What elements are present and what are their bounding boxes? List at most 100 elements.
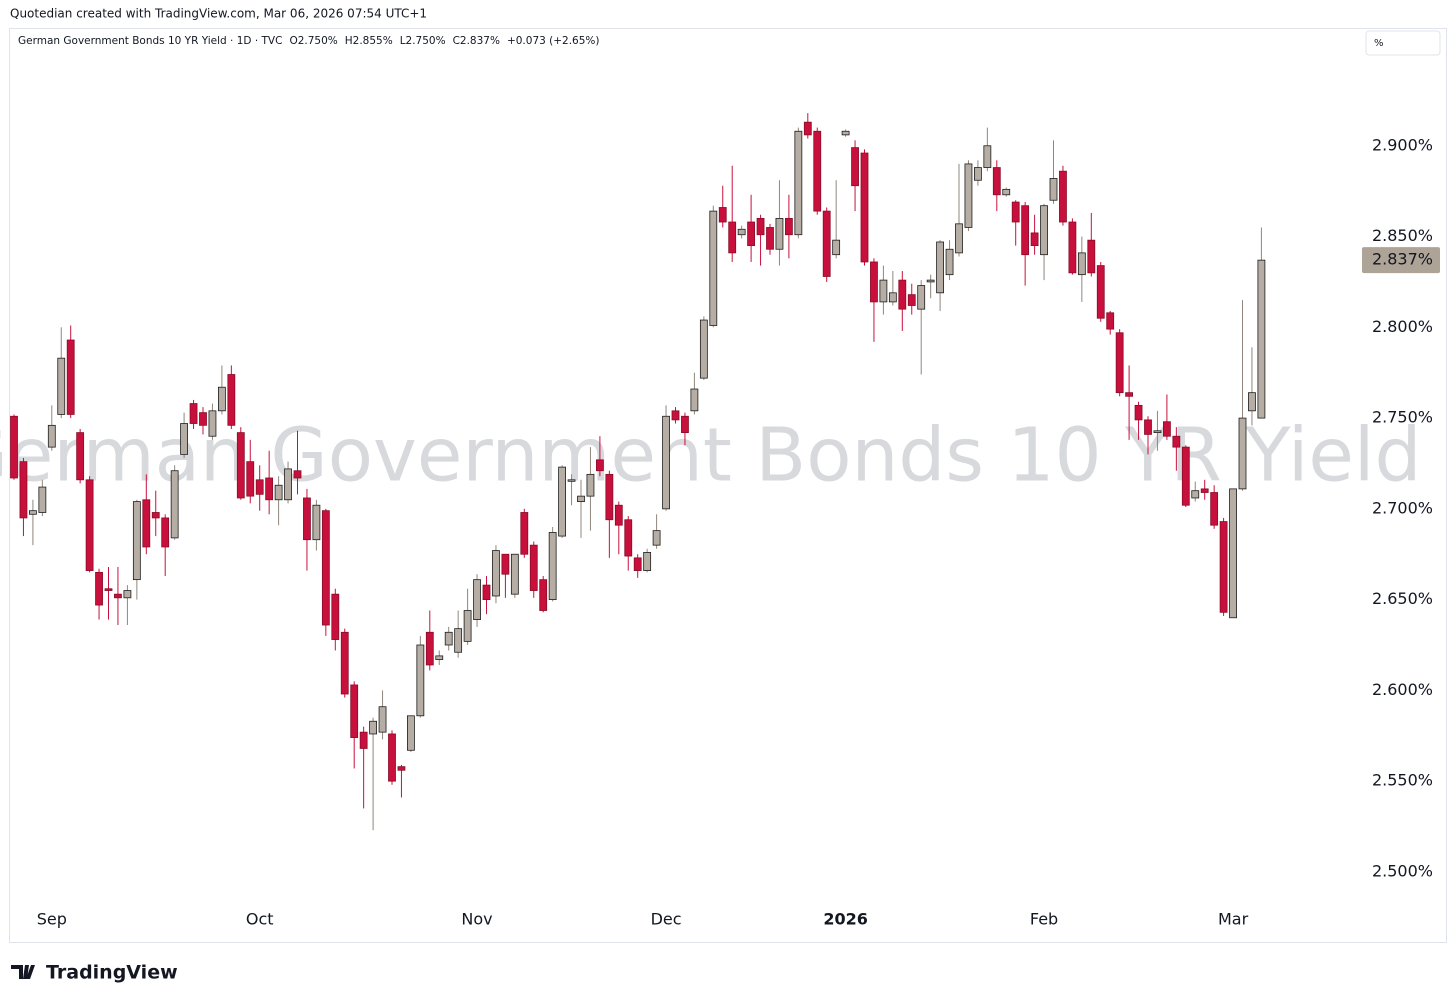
candle-body	[265, 477, 274, 501]
candle-body	[246, 461, 255, 497]
candle-body	[851, 147, 859, 187]
credit: Quotedian created with TradingView.com, …	[10, 7, 427, 21]
candle-body	[1257, 259, 1266, 419]
candle-body	[397, 766, 406, 771]
candle-body	[1210, 492, 1219, 526]
candle-body	[1077, 252, 1086, 276]
candle-body	[1011, 201, 1020, 223]
candle-body	[161, 517, 170, 548]
candle-body	[227, 374, 236, 426]
candle-body	[501, 553, 510, 575]
last-price-label: 2.837%	[1372, 250, 1433, 269]
candle-body	[785, 217, 793, 236]
candle-body	[38, 486, 47, 513]
x-tick-label: Sep	[37, 910, 67, 929]
x-tick-label: Feb	[1030, 910, 1058, 929]
legend-item: H2.855%	[345, 35, 393, 47]
candle-body	[643, 552, 652, 571]
candle-body	[699, 319, 708, 379]
candle-body	[737, 228, 746, 236]
candle-body	[1068, 221, 1077, 274]
chart-frame	[9, 28, 1447, 943]
candle-body	[1191, 490, 1200, 499]
candle-body	[662, 415, 670, 510]
candle-body	[832, 239, 841, 256]
candle-body	[132, 501, 141, 581]
candle-body	[633, 557, 642, 571]
candle-body	[1172, 435, 1181, 448]
candle-body	[369, 720, 378, 735]
candle-body	[114, 593, 122, 599]
candle-body	[548, 532, 557, 601]
candle-body	[605, 473, 614, 521]
x-tick-label: Nov	[461, 910, 492, 929]
footer-logo: TradingView	[11, 962, 178, 984]
y-tick-label: 2.900%	[1372, 135, 1433, 154]
candle-body	[860, 152, 869, 263]
y-tick-label: 2.700%	[1372, 498, 1433, 517]
candle-body	[1040, 205, 1048, 256]
candle-body	[255, 479, 264, 495]
candle-body	[312, 504, 321, 541]
candle-body	[1096, 265, 1105, 319]
candle-body	[1059, 170, 1067, 223]
candle-body	[1248, 392, 1256, 412]
legend-item: C2.837%	[453, 35, 500, 47]
candle-body	[350, 684, 359, 738]
unit-button[interactable]	[1365, 30, 1441, 56]
candle-body	[558, 466, 566, 537]
candle-body	[813, 130, 822, 212]
candle-body	[359, 731, 368, 749]
candle-body	[142, 499, 151, 548]
y-tick-label: 2.850%	[1372, 226, 1433, 245]
candle-body	[123, 590, 132, 599]
candle-body	[1049, 178, 1058, 201]
y-tick-label: 2.500%	[1372, 861, 1433, 880]
candle-body	[577, 495, 585, 502]
plot: 2.500% 2.550% 2.600% 2.650% 2.700% 2.750% 2.80…	[10, 113, 1440, 929]
candle-body	[907, 294, 916, 306]
candle-body	[104, 588, 113, 591]
candle-body	[57, 357, 66, 415]
candle-body	[567, 479, 576, 482]
candle-body	[841, 130, 850, 136]
candle-body	[444, 631, 453, 646]
candle-body	[95, 571, 103, 606]
candle-body	[1219, 521, 1228, 613]
candle-body	[728, 221, 737, 254]
x-tick-label: 2026	[823, 910, 868, 929]
unit-button-label[interactable]: %	[1374, 38, 1384, 49]
candle-body	[416, 644, 425, 717]
candle-body	[236, 432, 245, 499]
candle-body	[208, 410, 217, 437]
candle-body	[10, 415, 18, 479]
candle-body	[1125, 392, 1133, 397]
candle-body	[917, 285, 926, 310]
candle-body	[747, 221, 755, 247]
candle-body	[435, 655, 444, 660]
candle-body	[1087, 239, 1096, 274]
candle-body	[690, 388, 699, 412]
y-tick-label: 2.600%	[1372, 680, 1433, 699]
candle-body	[586, 473, 595, 497]
candle-body	[520, 512, 529, 555]
footer-logo-text: TradingView	[46, 962, 178, 984]
candle-body	[1002, 188, 1011, 196]
candle-body	[47, 424, 56, 448]
candle-body	[463, 610, 472, 642]
legend-item: +0.073 (+2.65%)	[507, 35, 600, 47]
candle-body	[926, 279, 935, 283]
candle-body	[964, 163, 973, 228]
candle-body	[1229, 488, 1237, 619]
y-tick-label: 2.650%	[1372, 589, 1433, 608]
candle-body	[180, 423, 189, 455]
legend-item: German Government Bonds 10 YR Yield · 1D…	[18, 35, 282, 47]
candle-body	[1030, 232, 1039, 247]
candle-body	[76, 432, 85, 481]
candle-body	[936, 241, 944, 294]
candle-body	[1144, 419, 1152, 435]
candle-body	[303, 497, 311, 541]
candle-body	[274, 484, 283, 501]
